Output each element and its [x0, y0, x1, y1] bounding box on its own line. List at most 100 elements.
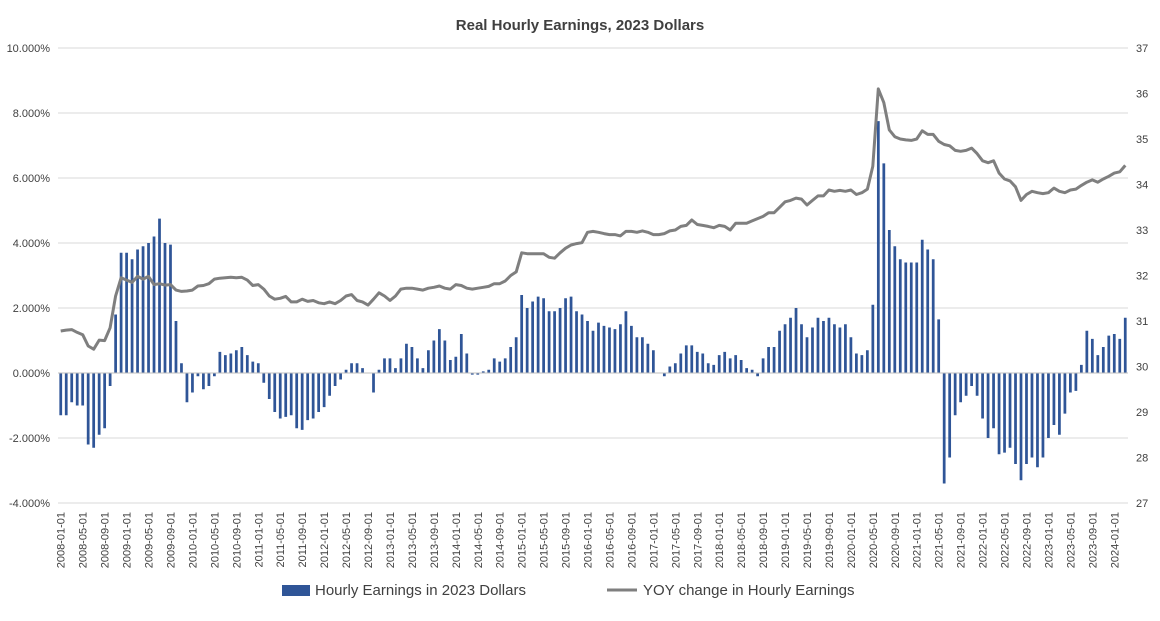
- bar: [865, 350, 869, 373]
- bar: [202, 373, 205, 390]
- bar: [876, 121, 880, 373]
- bar: [520, 295, 524, 373]
- bar: [690, 345, 694, 373]
- bar: [717, 355, 721, 373]
- bar: [361, 368, 364, 373]
- bar: [684, 345, 688, 373]
- bar: [959, 373, 963, 403]
- bar: [459, 334, 463, 373]
- x-tick-label: 2008-09-01: [100, 512, 112, 568]
- bar: [531, 301, 535, 373]
- bar: [487, 369, 491, 373]
- x-tick-label: 2023-09-01: [1087, 512, 1099, 568]
- bar: [256, 363, 260, 373]
- bar: [800, 324, 803, 373]
- bar: [1090, 338, 1094, 373]
- x-tick-label: 2014-05-01: [473, 512, 485, 568]
- bar: [745, 368, 749, 373]
- bar: [432, 340, 436, 373]
- bar: [427, 350, 430, 373]
- right-tick-label: 37: [1136, 43, 1148, 55]
- bar: [1052, 373, 1056, 425]
- bar: [509, 347, 513, 373]
- bar: [1123, 317, 1127, 373]
- bar: [322, 373, 326, 408]
- right-tick-label: 30: [1136, 362, 1148, 374]
- bar: [141, 246, 145, 373]
- bar: [443, 340, 447, 373]
- x-tick-label: 2012-05-01: [341, 512, 353, 568]
- x-tick-label: 2015-09-01: [561, 512, 573, 568]
- bar: [767, 347, 770, 373]
- x-tick-label: 2022-01-01: [978, 512, 990, 568]
- bar: [317, 373, 321, 412]
- x-tick-label: 2021-01-01: [912, 512, 924, 568]
- bar: [1025, 373, 1028, 464]
- bar: [1058, 373, 1061, 435]
- x-tick-label: 2019-01-01: [780, 512, 792, 568]
- bar: [723, 351, 727, 373]
- bar: [306, 373, 310, 421]
- bar: [712, 364, 716, 373]
- x-axis: 2008-01-01 2008-05-01 2008-09-01 2009-01-01…: [56, 512, 1122, 568]
- bar: [59, 373, 63, 416]
- bar: [920, 239, 924, 373]
- bar: [811, 327, 814, 373]
- bar: [185, 373, 189, 403]
- bar: [114, 314, 117, 373]
- x-tick-label: 2021-05-01: [934, 512, 946, 568]
- bar: [909, 262, 913, 373]
- x-tick-label: 2023-05-01: [1065, 512, 1077, 568]
- bar: [492, 358, 496, 373]
- bar: [136, 249, 139, 373]
- bar: [339, 373, 342, 380]
- x-tick-label: 2009-01-01: [122, 512, 134, 568]
- x-tick-label: 2017-09-01: [692, 512, 704, 568]
- bar: [245, 355, 249, 373]
- bar: [470, 373, 474, 375]
- bar: [1079, 364, 1083, 373]
- bar: [997, 373, 1001, 455]
- x-tick-label: 2009-09-01: [165, 512, 177, 568]
- bar: [169, 244, 172, 373]
- bar: [668, 366, 672, 373]
- bar: [119, 252, 123, 373]
- bar: [728, 358, 732, 373]
- bar: [569, 296, 573, 373]
- x-tick-label: 2014-09-01: [495, 512, 507, 568]
- bar: [838, 327, 842, 373]
- left-tick-label: 4.000%: [13, 238, 51, 250]
- legend-line-label: YOY change in Hourly Earnings: [643, 582, 855, 599]
- bar: [295, 373, 299, 429]
- bar: [662, 373, 666, 377]
- bar: [174, 321, 178, 373]
- x-tick-label: 2015-01-01: [517, 512, 529, 568]
- x-tick-label: 2013-01-01: [385, 512, 397, 568]
- bar: [602, 325, 606, 373]
- bar: [558, 308, 562, 373]
- bar: [931, 259, 935, 373]
- bar: [1003, 373, 1006, 453]
- bar: [904, 262, 908, 373]
- bar: [635, 337, 639, 373]
- bar: [893, 246, 897, 373]
- gridlines: [58, 47, 1128, 504]
- bar: [542, 298, 545, 373]
- bar: [1041, 373, 1045, 458]
- x-tick-label: 2021-09-01: [956, 512, 968, 568]
- bar: [240, 347, 244, 373]
- bar: [597, 322, 600, 373]
- bar: [860, 355, 864, 373]
- x-tick-label: 2017-01-01: [648, 512, 660, 568]
- bar: [882, 163, 886, 373]
- bar: [410, 347, 414, 373]
- bar: [1085, 330, 1089, 373]
- bar: [454, 356, 458, 373]
- x-tick-label: 2022-05-01: [1000, 512, 1012, 568]
- x-tick-label: 2010-05-01: [209, 512, 221, 568]
- bar: [789, 317, 792, 373]
- bar: [97, 373, 101, 435]
- right-tick-label: 29: [1136, 407, 1148, 419]
- bar: [328, 373, 331, 396]
